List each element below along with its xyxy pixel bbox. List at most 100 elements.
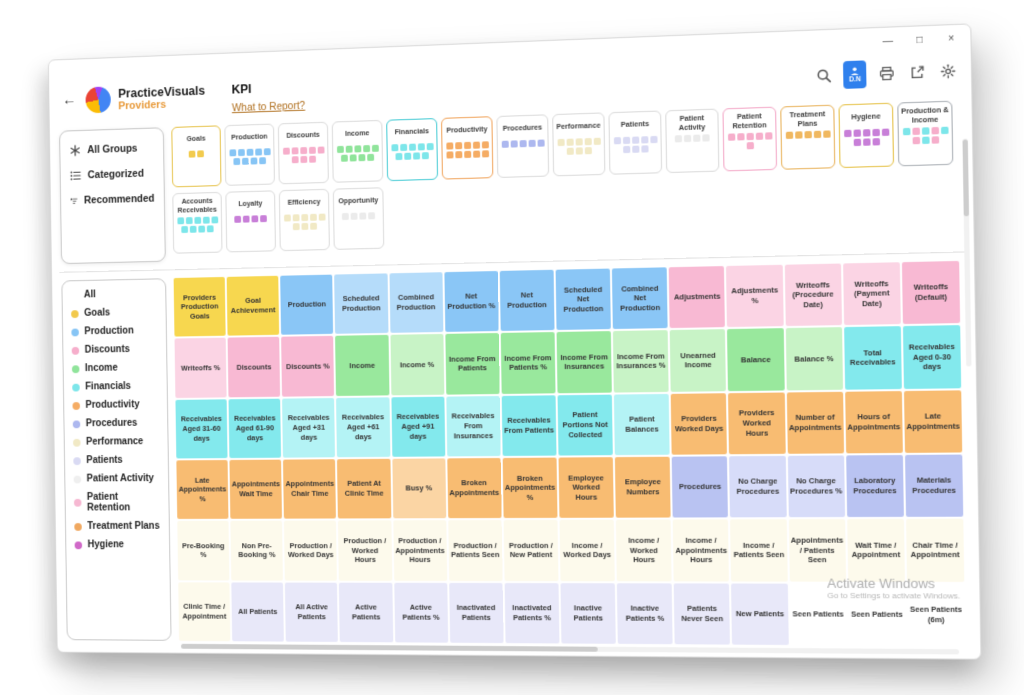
kpi-tile-wait-time-appointment[interactable]: Wait Time / Appointment (846, 519, 905, 582)
kpi-tile-no-charge-procedures[interactable]: No Charge Procedures (729, 455, 787, 518)
kpi-tile-income-from-insurances[interactable]: Income From Insurances % (613, 330, 669, 393)
kpi-tile-non-pre-booking[interactable]: Non Pre-Booking % (230, 520, 284, 581)
kpi-tile-appointments-patients-seen[interactable]: Appointments / Patients Seen (788, 519, 846, 582)
sidebar-item-procedures[interactable]: Procedures (64, 414, 167, 434)
kpi-tile-goal-achievement[interactable]: Goal Achievement (226, 275, 280, 336)
kpi-tile-income-worked-hours[interactable]: Income / Worked Hours (615, 519, 672, 582)
category-card-procedures[interactable]: Procedures (496, 114, 550, 178)
kpi-tile-scheduled-production[interactable]: Scheduled Production (334, 273, 389, 335)
category-card-production[interactable]: Production (224, 123, 275, 186)
kpi-tile-income-patients-seen[interactable]: Income / Patients Seen (730, 519, 788, 582)
group-item-categorized[interactable]: Categorized (61, 160, 164, 188)
kpi-tile-appointments-wait-time[interactable]: Appointments Wait Time (229, 459, 283, 520)
kpi-tile-income-from-patients[interactable]: Income From Patients (445, 333, 500, 395)
kpi-tile-pre-booking[interactable]: Pre-Booking % (177, 521, 230, 581)
sidebar-item-patient-activity[interactable]: Patient Activity (65, 469, 168, 488)
sidebar-item-production[interactable]: Production (63, 321, 166, 341)
kpi-tile-income-appointments-hours[interactable]: Income / Appointments Hours (672, 519, 730, 582)
kpi-tile-providers-worked-days[interactable]: Providers Worked Days (670, 392, 728, 455)
category-card-efficiency[interactable]: Efficiency (278, 188, 330, 252)
kpi-tile-patient-at-clinic-time[interactable]: Patient At Clinic Time (337, 458, 391, 519)
kpi-tile-inactive-patients[interactable]: Inactive Patients % (616, 582, 673, 645)
kpi-tile-net-production[interactable]: Net Production (499, 269, 555, 332)
kpi-tile-all-active-patients[interactable]: All Active Patients (285, 582, 339, 642)
kpi-tile-receivables-from-insurances[interactable]: Receivables From Insurances (446, 395, 501, 457)
kpi-tile-late-appointments[interactable]: Late Appointments % (176, 460, 229, 520)
category-card-productivity[interactable]: Productivity (441, 116, 494, 180)
sidebar-item-financials[interactable]: Financials (64, 377, 167, 397)
category-card-treatment-plans[interactable]: Treatment Plans (780, 104, 836, 170)
kpi-tile-seen-patients[interactable]: Seen Patients (789, 583, 847, 646)
category-card-production-income[interactable]: Production & Income (897, 100, 954, 167)
print-icon[interactable] (876, 62, 897, 85)
kpi-tile-net-production[interactable]: Net Production % (444, 270, 499, 333)
kpi-tile-employee-numbers[interactable]: Employee Numbers (615, 456, 671, 519)
kpi-tile-balance[interactable]: Balance % (785, 327, 843, 391)
kpi-tile-materials-procedures[interactable]: Materials Procedures (904, 454, 964, 518)
category-card-patient-retention[interactable]: Patient Retention (722, 106, 778, 172)
user-avatar[interactable]: D.N (843, 60, 867, 89)
kpi-tile-receivables-aged-61-90-days[interactable]: Receivables Aged 61-90 days (228, 398, 282, 459)
kpi-tile-seen-patients[interactable]: Seen Patients (847, 583, 906, 646)
kpi-tile-number-of-appointments[interactable]: Number of Appointments (786, 391, 844, 454)
category-card-loyalty[interactable]: Loyalty (225, 190, 276, 253)
kpi-tile-no-charge-procedures[interactable]: No Charge Procedures % (787, 455, 845, 518)
kpi-tile-procedures[interactable]: Procedures (671, 456, 729, 518)
sidebar-item-goals[interactable]: Goals (63, 303, 166, 323)
kpi-tile-employee-worked-hours[interactable]: Employee Worked Hours (558, 457, 614, 519)
kpi-tile-late-appointments[interactable]: Late Appointments (903, 389, 963, 453)
kpi-tile-writeoffs-payment-date[interactable]: Writeoffs (Payment Date) (842, 262, 901, 326)
kpi-tile-income-from-insurances[interactable]: Income From Insurances (556, 331, 612, 393)
category-card-income[interactable]: Income (331, 119, 384, 183)
kpi-tile-active-patients[interactable]: Active Patients (339, 582, 393, 643)
kpi-tile-patient-portions-not-collected[interactable]: Patient Portions Not Collected (557, 394, 613, 456)
category-card-patient-activity[interactable]: Patient Activity (665, 108, 720, 174)
kpi-tile-providers-production-goals[interactable]: Providers Production Goals (173, 276, 226, 337)
kpi-tile-receivables-aged-91-days[interactable]: Receivables Aged +91 days (391, 396, 446, 457)
kpi-tile-clinic-time-appointment[interactable]: Clinic Time / Appointment (178, 582, 231, 642)
share-icon[interactable] (906, 61, 928, 84)
category-card-accounts-receivables[interactable]: Accounts Receivables (172, 191, 223, 254)
kpi-tile-receivables-aged-0-30-days[interactable]: Receivables Aged 0-30 days (902, 325, 962, 389)
category-card-performance[interactable]: Performance (552, 112, 606, 177)
kpi-tile-receivables-aged-31-60-days[interactable]: Receivables Aged 31-60 days (175, 398, 228, 459)
kpi-tile-total-receivables[interactable]: Total Receivables (843, 326, 902, 390)
group-item-all-groups[interactable]: All Groups (60, 135, 163, 164)
kpi-tile-broken-appointments[interactable]: Broken Appointments % (502, 457, 558, 519)
kpi-tile-production-worked-hours[interactable]: Production / Worked Hours (338, 520, 392, 581)
kpi-tile-income-worked-days[interactable]: Income / Worked Days (559, 520, 615, 581)
kpi-tile-seen-patients-6m[interactable]: Seen Patients (6m) (906, 583, 966, 647)
kpi-tile-receivables-aged-31-days[interactable]: Receivables Aged +31 days (282, 397, 336, 458)
category-card-hygiene[interactable]: Hygiene (838, 102, 895, 169)
kpi-tile-scheduled-net-production[interactable]: Scheduled Net Production (555, 268, 611, 331)
kpi-tile-chair-time-appointment[interactable]: Chair Time / Appointment (905, 519, 965, 582)
kpi-tile-balance[interactable]: Balance (727, 328, 785, 391)
sidebar-item-productivity[interactable]: Productivity (64, 395, 167, 415)
group-item-recommended[interactable]: Recommended (61, 186, 164, 214)
sidebar-item-performance[interactable]: Performance (65, 432, 168, 451)
kpi-tile-active-patients[interactable]: Active Patients % (393, 582, 448, 643)
kpi-tile-inactivated-patients[interactable]: Inactivated Patients (448, 582, 504, 644)
what-to-report-link[interactable]: What to Report? (231, 99, 306, 115)
category-card-discounts[interactable]: Discounts (277, 121, 329, 185)
kpi-tile-production-appointments-hours[interactable]: Production / Appointments Hours (392, 520, 447, 581)
kpi-tile-new-patients[interactable]: New Patients (731, 583, 789, 645)
kpi-tile-production-patients-seen[interactable]: Production / Patients Seen (447, 520, 503, 581)
sidebar-item-hygiene[interactable]: Hygiene (66, 536, 169, 555)
category-card-patients[interactable]: Patients (608, 110, 663, 175)
minimize-button[interactable]: — (882, 35, 894, 48)
kpi-tile-busy[interactable]: Busy % (391, 458, 446, 519)
kpi-tile-receivables-from-patients[interactable]: Receivables From Patients (501, 394, 557, 456)
settings-gear-icon[interactable] (937, 60, 959, 84)
sidebar-item-patients[interactable]: Patients (65, 451, 168, 470)
category-card-opportunity[interactable]: Opportunity (332, 187, 385, 250)
kpi-tile-writeoffs[interactable]: Writeoffs % (174, 337, 227, 398)
kpi-tile-unearned-income[interactable]: Unearned Income (669, 329, 727, 392)
kpi-tile-production[interactable]: Production (280, 274, 334, 336)
kpi-tile-patient-balances[interactable]: Patient Balances (614, 393, 670, 456)
kpi-tile-inactive-patients[interactable]: Inactive Patients (560, 582, 616, 644)
kpi-tile-discounts[interactable]: Discounts (227, 337, 281, 398)
kpi-tile-production-worked-days[interactable]: Production / Worked Days (284, 520, 338, 581)
kpi-tile-inactivated-patients[interactable]: Inactivated Patients % (504, 582, 560, 644)
sidebar-item-all[interactable]: All (62, 284, 165, 305)
